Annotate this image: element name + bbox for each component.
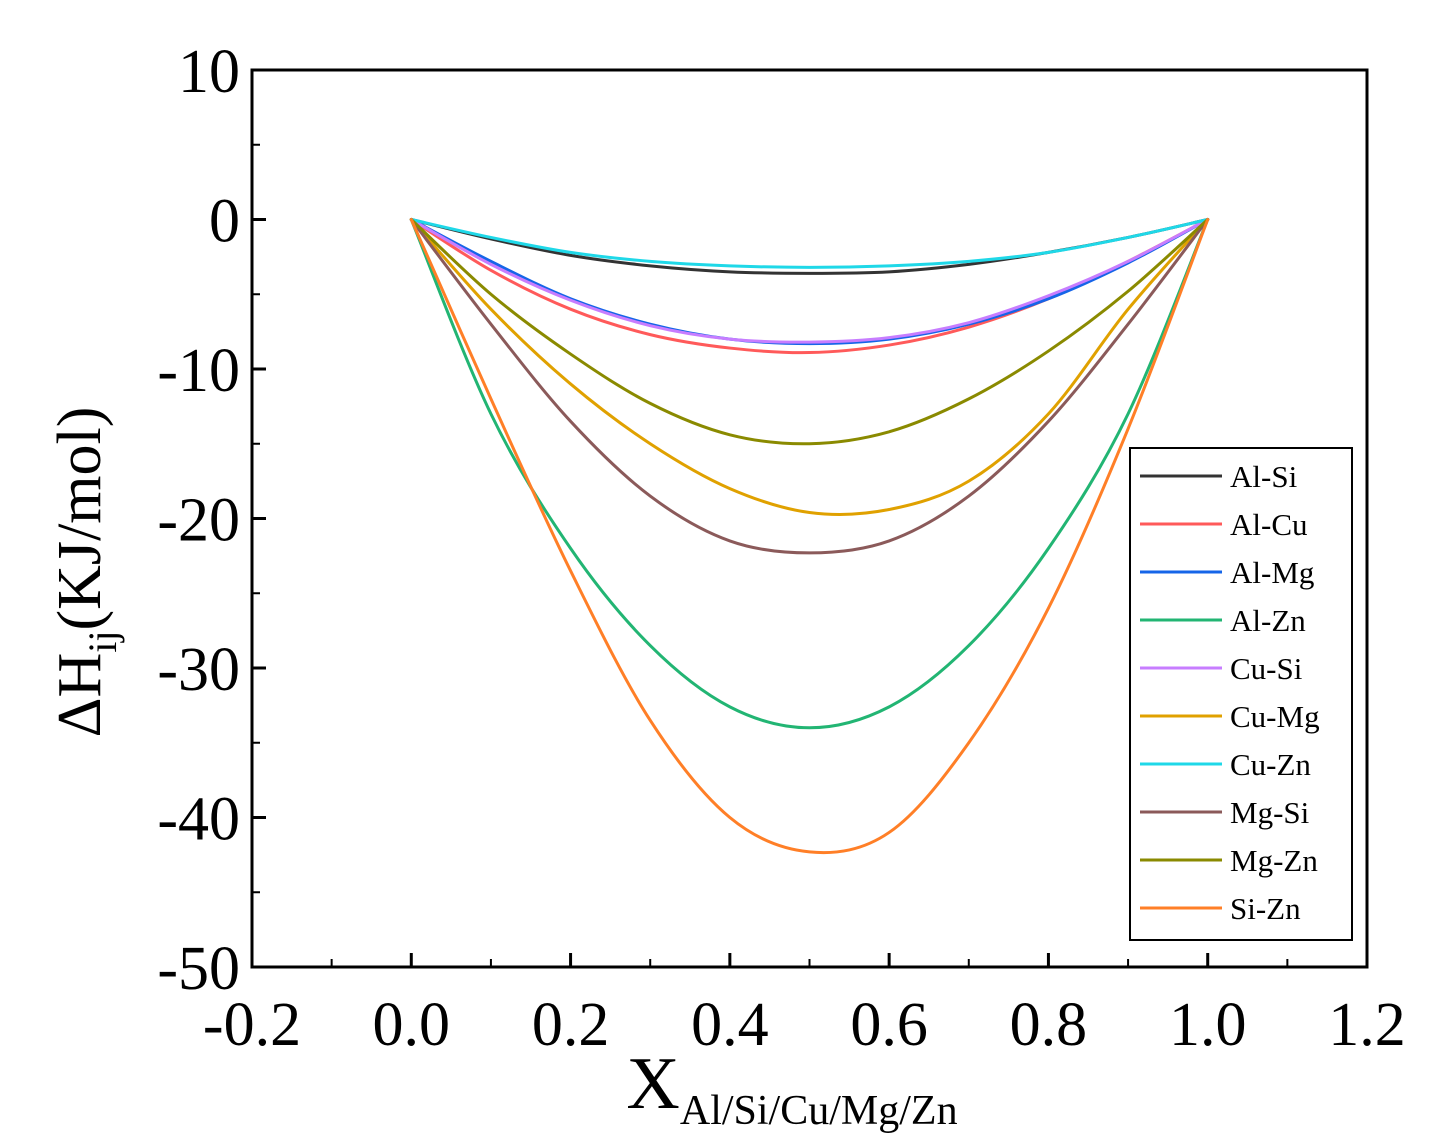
legend-label: Al-Mg: [1230, 555, 1314, 590]
y-tick-label: 0: [209, 188, 240, 256]
y-axis-label-suffix: (KJ/mol): [46, 407, 114, 631]
y-axis-label-subscript: ij: [80, 630, 125, 652]
x-tick-label: 0.0: [373, 991, 451, 1059]
y-tick-label: -30: [157, 636, 240, 704]
legend-label: Cu-Mg: [1230, 699, 1320, 734]
x-axis-label: XAl/Si/Cu/Mg/Zn: [626, 1043, 957, 1134]
series-line-cu-si: [409, 218, 1210, 344]
series-line-al-cu: [409, 218, 1210, 355]
series-line-al-zn: [409, 218, 1210, 730]
legend-label: Cu-Si: [1230, 651, 1303, 686]
legend-label: Al-Si: [1230, 459, 1298, 494]
series-layer: [409, 218, 1210, 855]
y-axis-label: ΔHij(KJ/mol): [46, 407, 125, 738]
legend-label: Si-Zn: [1230, 891, 1301, 926]
x-axis-label-subscript: Al/Si/Cu/Mg/Zn: [680, 1088, 958, 1134]
series-line-si-zn: [409, 218, 1210, 855]
legend-label: Al-Cu: [1230, 507, 1308, 542]
legend: Al-Si Al-Cu Al-Mg Al-Zn Cu-Si Cu-Mg Cu-Zn Mg-Si…: [1129, 447, 1353, 941]
series-line-cu-mg: [409, 218, 1210, 516]
series-line-cu-zn: [409, 218, 1210, 269]
legend-label: Mg-Zn: [1230, 843, 1318, 878]
legend-label: Cu-Zn: [1230, 747, 1311, 782]
series-line-mg-zn: [409, 218, 1210, 446]
x-tick-label: -0.2: [203, 991, 301, 1059]
y-tick-label: -40: [157, 786, 240, 854]
y-tick-label: -10: [157, 337, 240, 405]
y-axis-label-prefix: ΔH: [46, 653, 114, 738]
series-line-mg-si: [409, 218, 1210, 555]
legend-box: [1129, 447, 1353, 941]
x-tick-label: 1.0: [1169, 991, 1247, 1059]
x-tick-label: 0.4: [691, 991, 769, 1059]
y-tick-label: -50: [157, 935, 240, 1003]
x-axis-label-main: X: [626, 1043, 679, 1125]
x-tick-label: 0.6: [850, 991, 928, 1059]
x-tick-label: 1.2: [1328, 991, 1406, 1059]
legend-label: Al-Zn: [1230, 603, 1306, 638]
y-tick-label: -20: [157, 487, 240, 555]
y-tick-label: 10: [178, 38, 240, 106]
ticks-layer: -0.2 0.0 0.2 0.4 0.6 0.8 1.0 1.2 10 0 -10 -20 -30 -40…: [157, 38, 1405, 1059]
legend-label: Mg-Si: [1230, 795, 1310, 830]
x-tick-label: 0.2: [532, 991, 610, 1059]
x-tick-label: 0.8: [1010, 991, 1088, 1059]
